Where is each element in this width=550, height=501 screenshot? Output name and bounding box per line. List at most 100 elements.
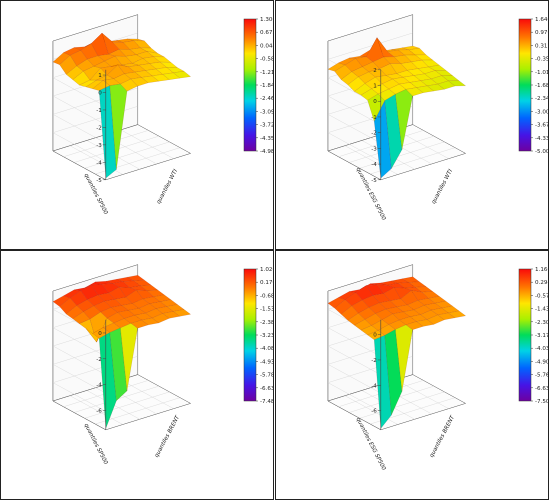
grid-line	[327, 382, 381, 412]
colorbar-tick-label: 0.3120	[535, 43, 549, 49]
surface-patch	[447, 80, 467, 87]
colorbar: 1.640 0.9760 0.3120 -0.3520 -1.016 -1.680 -2.3…	[518, 17, 549, 155]
grid-line	[52, 114, 106, 144]
colorbar-tick-label: -3.008	[535, 109, 549, 115]
colorbar: 1.160 0.2940 -0.5720 -1.438 -2.304 -3.170 -4.0…	[518, 267, 549, 405]
colorbar-gradient	[243, 18, 257, 152]
colorbar-tick-label: 1.160	[535, 267, 549, 273]
z-tick-label: -3	[96, 143, 102, 149]
colorbar-tick-label: -5.000	[535, 149, 549, 155]
surface-patch	[173, 309, 191, 317]
colorbar-tick-label: -6.630	[260, 386, 274, 392]
colorbar-tick-label: 0.04400	[260, 43, 274, 49]
colorbar-tick-label: -0.5720	[535, 293, 549, 299]
grid-line	[120, 379, 174, 409]
colorbar-tick-label: -1.530	[260, 307, 274, 313]
colorbar-tick-label: -6.634	[535, 386, 549, 392]
colorbar-tick-label: -1.680	[535, 83, 549, 89]
z-tick-label: -2	[371, 358, 377, 364]
z-axis: 0 -2 -4 -6	[96, 319, 107, 430]
grid-line	[327, 364, 381, 394]
grid-line	[327, 95, 381, 125]
colorbar-tick-label: -3.672	[535, 123, 549, 129]
z-tick-label: 0	[98, 90, 102, 96]
y-axis-title: quantiles WTI	[431, 168, 454, 205]
colorbar-tick-label: -3.230	[260, 333, 274, 339]
z-tick-label: 0	[98, 331, 102, 337]
colorbar-tick-label: -4.902	[535, 359, 549, 365]
z-tick-label: -1	[371, 115, 377, 121]
grid-line	[327, 132, 381, 162]
colorbar-tick-label: -4.980	[260, 149, 274, 155]
colorbar-tick-label: -3.096	[260, 109, 274, 115]
chart-panel-esg-sp500-wti: 2 1 0 -1 -2 -3 -4 -5 quantiles ESG SP500 quantile…	[275, 0, 549, 250]
colorbar-gradient	[518, 18, 532, 152]
grid-line	[327, 345, 381, 375]
chart-panel-sp500-wti: 1 0 -1 -2 -3 -4 -5 quantiles SP500 quantiles WTI…	[0, 0, 274, 250]
grid-line	[52, 327, 106, 357]
colorbar-tick-label: -4.352	[260, 136, 274, 142]
colorbar-gradient	[518, 268, 532, 402]
colorbar-tick-label: -1.438	[535, 307, 549, 313]
chart-panel-esg-sp500-brent: 0 -2 -4 -6 quantiles ESG SP500 quantiles BREN…	[275, 250, 549, 500]
colorbar-tick-label: -2.344	[535, 96, 549, 102]
z-tick-label: -1	[96, 108, 102, 114]
grid-line	[69, 395, 123, 425]
grid-line	[359, 141, 445, 169]
grid-line	[84, 391, 170, 419]
colorbar-tick-label: -1.212	[260, 70, 274, 76]
chart-panel-sp500-brent: 0 -2 -4 -6 quantiles SP500 quantiles BRENT 1.0…	[0, 250, 274, 500]
surface-patch	[448, 310, 466, 318]
colorbar-tick-label: 1.640	[535, 17, 549, 23]
y-axis-title: quantiles BRENT	[429, 414, 456, 458]
colorbar-tick-label: -4.930	[260, 359, 274, 365]
z-tick-label: -5	[371, 178, 377, 184]
z-tick-label: -6	[96, 408, 102, 414]
colorbar-tick-label: -7.500	[535, 399, 549, 405]
grid-line	[52, 132, 106, 162]
z-tick-label: 0	[373, 333, 377, 339]
z-tick-label: -4	[96, 160, 102, 166]
colorbar-gradient	[243, 268, 257, 402]
grid-line	[327, 114, 381, 144]
surface-mesh	[327, 37, 467, 179]
colorbar-tick-label: -4.336	[535, 136, 549, 142]
z-tick-label: -2	[371, 131, 377, 137]
z-tick-label: -4	[96, 383, 102, 389]
grid-line	[52, 382, 106, 412]
z-tick-label: 1	[373, 84, 377, 90]
colorbar-tick-label: -1.016	[535, 70, 549, 76]
colorbar: 1.020 0.1700 -0.6800 -1.530 -2.380 -3.230 -4.0…	[243, 267, 274, 405]
colorbar-tick-label: -0.3520	[535, 57, 549, 63]
grid-line	[95, 397, 181, 425]
colorbar-tick-label: -1.840	[260, 83, 274, 89]
grid-line	[327, 32, 413, 60]
colorbar-tick-label: 1.300	[260, 17, 274, 23]
surface-mesh	[327, 276, 466, 429]
z-tick-label: 2	[373, 68, 377, 74]
grid-line	[52, 77, 106, 107]
colorbar-tick-label: -2.380	[260, 320, 274, 326]
z-tick-label: -2	[96, 357, 102, 363]
grid-line	[359, 391, 445, 419]
colorbar-tick-label: -2.304	[535, 320, 549, 326]
colorbar-tick-label: 0.2940	[535, 280, 549, 286]
grid-line	[120, 129, 174, 159]
z-axis: 0 -2 -4 -6	[371, 319, 382, 430]
colorbar-tick-label: -0.5840	[260, 57, 274, 63]
colorbar-tick-label: -3.170	[535, 333, 549, 339]
z-axis: 2 1 0 -1 -2 -3 -4 -5	[371, 68, 382, 184]
y-axis-title: quantiles WTI	[156, 168, 179, 205]
z-tick-label: -5	[96, 178, 102, 184]
colorbar-tick-label: 1.020	[260, 267, 274, 273]
colorbar-tick-label: -0.6800	[260, 293, 274, 299]
surface-mesh	[52, 275, 191, 429]
surface-mesh	[52, 32, 191, 179]
colorbar-tick-label: -4.080	[260, 346, 274, 352]
colorbar-tick-label: 0.6720	[260, 30, 274, 36]
grid-line	[52, 364, 106, 394]
